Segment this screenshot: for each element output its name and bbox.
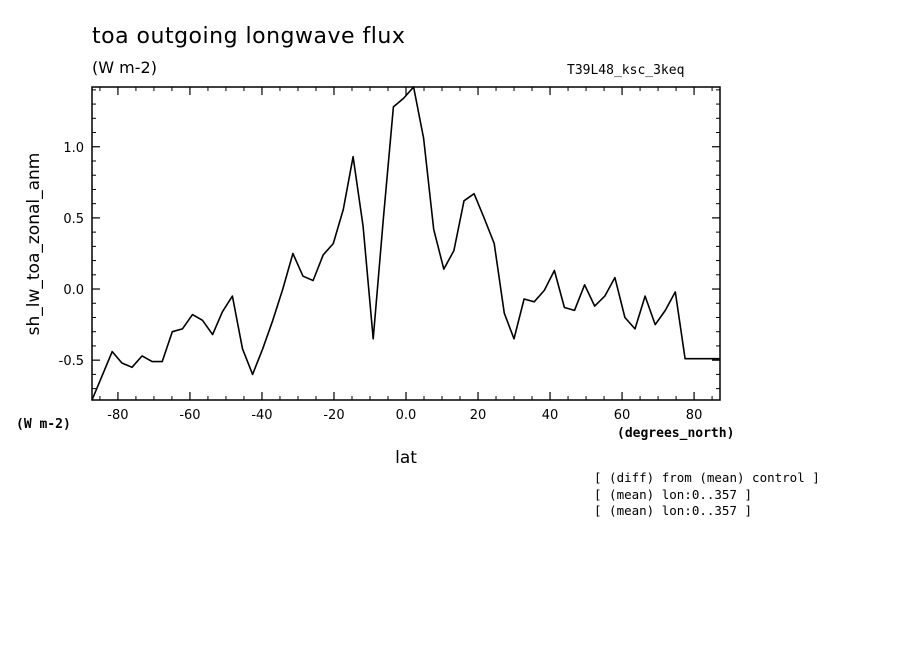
x-tick-label: -40 (251, 408, 272, 423)
x-tick-label: 40 (542, 408, 559, 423)
chart-subtitle: (W m-2) (92, 58, 157, 77)
x-axis-label: lat (395, 448, 417, 468)
y-tick-label: -0.5 (59, 354, 84, 369)
y-tick-label: 0.5 (63, 212, 84, 227)
x-tick-label: 0.0 (396, 408, 417, 423)
x-tick-label: -60 (179, 408, 200, 423)
x-tick-label: -20 (323, 408, 344, 423)
run-label: T39L48_ksc_3keq (567, 63, 685, 78)
y-tick-label: 1.0 (63, 141, 84, 156)
note-line: [ (mean) lon:0..357 ] (594, 487, 753, 502)
note-line: [ (mean) lon:0..357 ] (594, 503, 753, 518)
y-tick-label: 0.0 (63, 283, 84, 298)
x-tick-label: 20 (470, 408, 487, 423)
plot-frame (91, 86, 721, 401)
x-tick-label: 60 (614, 408, 631, 423)
x-tick-label: -80 (107, 408, 128, 423)
series-line (91, 86, 720, 401)
x-axis-units: (degrees_north) (617, 426, 735, 441)
x-tick-label: 80 (686, 408, 703, 423)
chart-title: toa outgoing longwave flux (92, 24, 406, 49)
note-line: [ (diff) from (mean) control ] (594, 470, 820, 485)
y-axis-units: (W m-2) (16, 417, 71, 432)
